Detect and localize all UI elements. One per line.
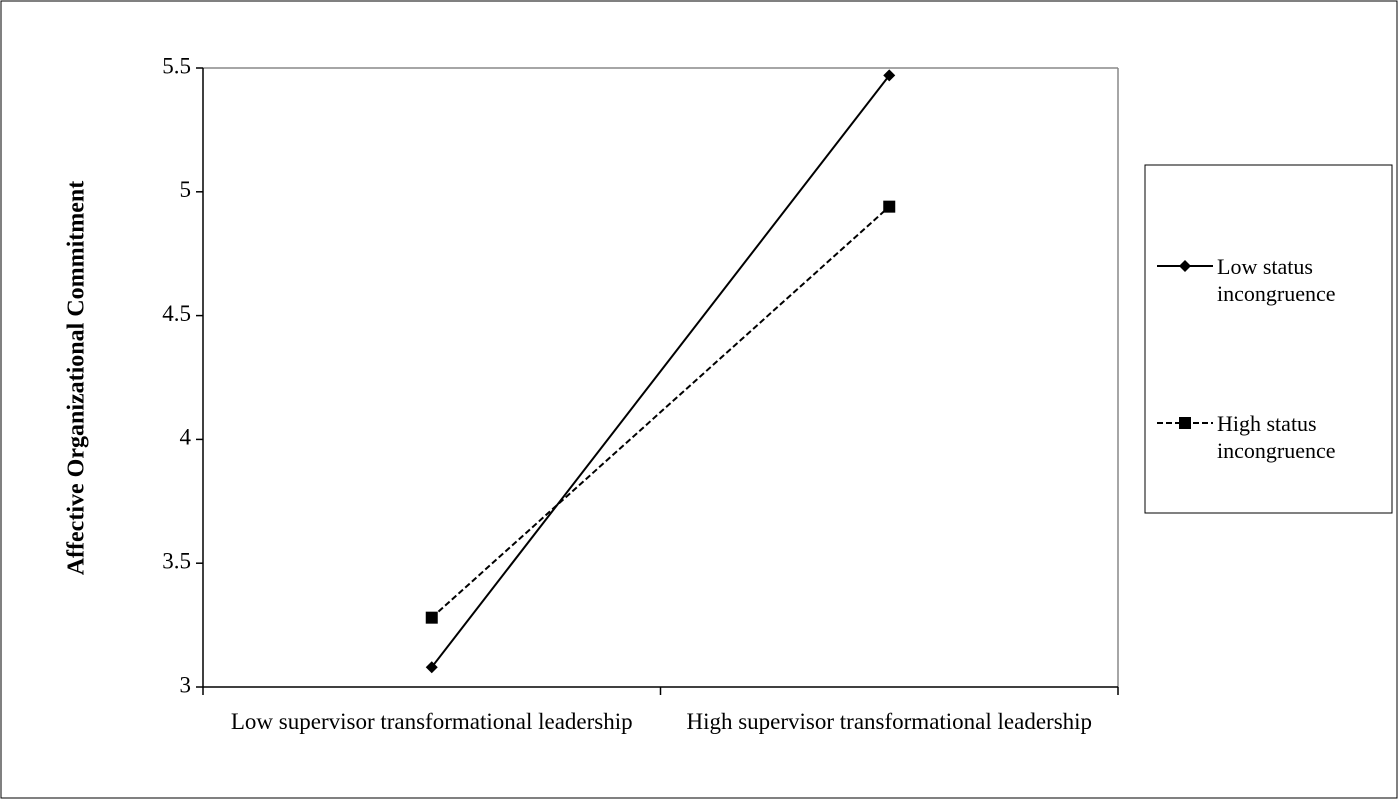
marker — [1179, 260, 1191, 272]
x-tick-label: Low supervisor transformational leadersh… — [230, 709, 633, 734]
series-line — [430, 74, 891, 668]
y-tick-label: 5.5 — [162, 53, 191, 78]
marker — [425, 661, 438, 674]
legend-box — [1144, 164, 1393, 514]
y-tick-label: 4 — [180, 425, 192, 450]
marker — [883, 69, 896, 82]
series-line — [431, 205, 890, 619]
y-tick-label: 4.5 — [162, 301, 191, 326]
y-axis-label: Affective Organizational Commitment — [64, 181, 90, 576]
y-tick-label: 5 — [180, 177, 192, 202]
y-tick-label: 3.5 — [162, 548, 191, 573]
marker — [1179, 417, 1191, 429]
legend-label: Low status incongruence — [1217, 254, 1336, 306]
marker — [883, 200, 896, 213]
y-tick-label: 3 — [180, 672, 192, 697]
x-tick-label: High supervisor transformational leaders… — [686, 709, 1093, 734]
legend-label: High status incongruence — [1217, 411, 1336, 463]
marker — [425, 611, 438, 624]
